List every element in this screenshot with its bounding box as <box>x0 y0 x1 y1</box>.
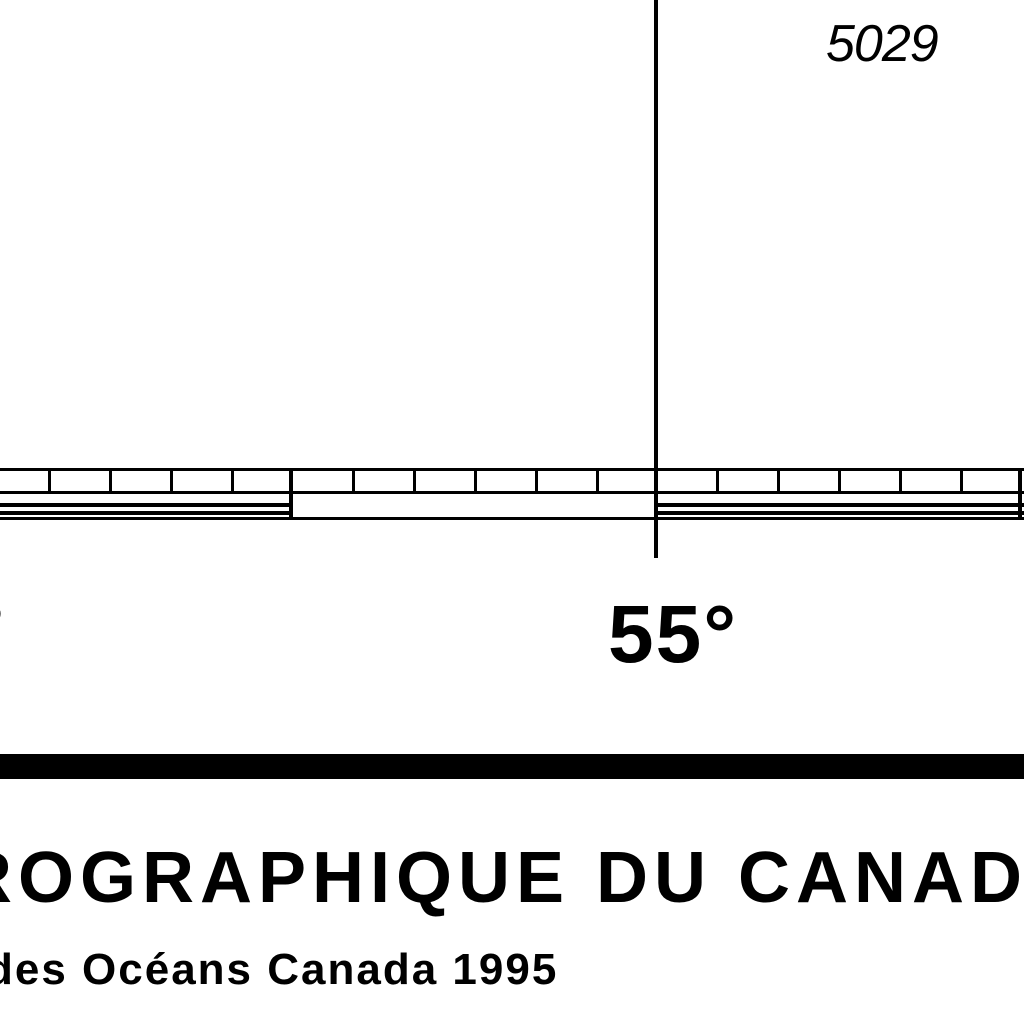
border-tick <box>960 468 963 493</box>
border-top-line <box>0 468 1024 471</box>
border-major-divider <box>289 468 293 520</box>
border-tick <box>777 468 780 493</box>
border-tick <box>535 468 538 493</box>
border-band-right-2 <box>656 511 1024 515</box>
border-tick <box>413 468 416 493</box>
border-end-divider <box>1018 468 1022 520</box>
border-tick <box>231 468 234 493</box>
meridian-line <box>654 0 658 558</box>
border-tick <box>109 468 112 493</box>
copyright-line: des Océans Canada 1995 <box>0 945 559 994</box>
border-band-left <box>0 503 292 507</box>
publisher-title: ROGRAPHIQUE DU CANADA <box>0 838 1024 918</box>
latitude-scale-border <box>0 468 1024 520</box>
border-tick <box>899 468 902 493</box>
border-band-left-2 <box>0 511 292 515</box>
border-tick <box>716 468 719 493</box>
neat-line <box>0 754 1024 779</box>
border-tick <box>352 468 355 493</box>
border-tick <box>48 468 51 493</box>
border-ticks <box>48 468 963 493</box>
border-tick <box>596 468 599 493</box>
chart-number: 5029 <box>826 15 939 73</box>
border-band-right <box>656 503 1024 507</box>
border-tick <box>474 468 477 493</box>
border-tick <box>838 468 841 493</box>
border-bottom-line <box>0 517 1024 520</box>
longitude-label-55: 55° <box>608 589 739 680</box>
border-mid-line <box>0 491 1024 494</box>
longitude-label-left: ° <box>0 590 4 670</box>
border-tick <box>170 468 173 493</box>
